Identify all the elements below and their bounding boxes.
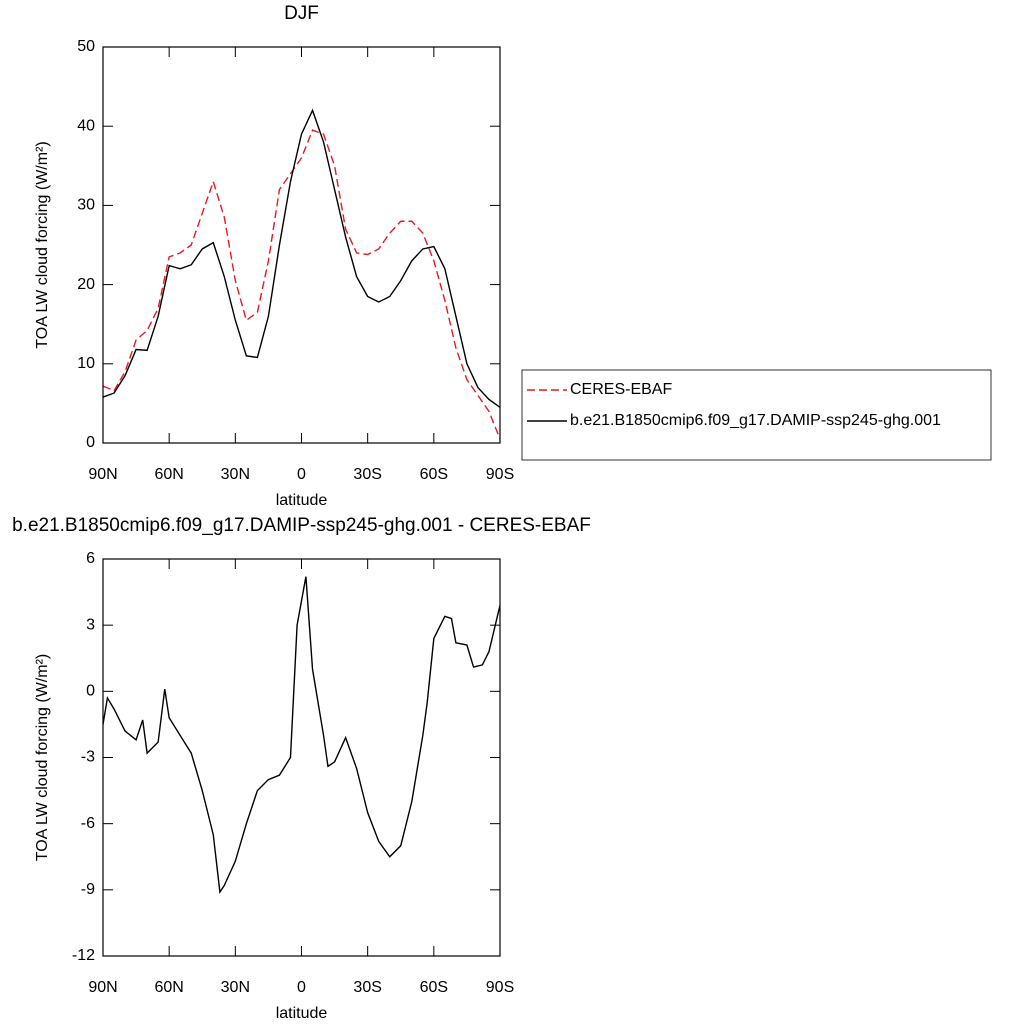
y-tick-label: 6 bbox=[86, 550, 95, 567]
y-tick-label: 0 bbox=[86, 434, 95, 451]
x-tick-label: 60N bbox=[154, 979, 183, 996]
plot-frame bbox=[102, 46, 501, 444]
y-tick-label: -3 bbox=[81, 749, 95, 766]
data-line bbox=[102, 576, 501, 895]
y-tick-label: 10 bbox=[77, 355, 95, 372]
y-tick-label: -12 bbox=[72, 947, 95, 964]
chart-title: b.e21.B1850cmip6.f09_g17.DAMIP-ssp245-gh… bbox=[12, 515, 591, 536]
x-tick-label: 90N bbox=[88, 979, 117, 996]
y-tick-label: 40 bbox=[77, 117, 95, 134]
y-tick-label: 30 bbox=[77, 197, 95, 214]
x-tick-label: 90S bbox=[486, 979, 514, 996]
x-tick-label: 30S bbox=[353, 466, 381, 483]
x-tick-label: 90N bbox=[88, 466, 117, 483]
x-tick-label: 0 bbox=[297, 979, 306, 996]
legend-label: b.e21.B1850cmip6.f09_g17.DAMIP-ssp245-gh… bbox=[570, 412, 941, 429]
x-tick-label: 30N bbox=[221, 466, 250, 483]
data-line bbox=[102, 129, 501, 440]
y-tick-label: 20 bbox=[77, 276, 95, 293]
plot-frame bbox=[102, 558, 501, 957]
y-axis-label: TOA LW cloud forcing (W/m²) bbox=[34, 141, 51, 348]
data-line bbox=[102, 108, 501, 408]
x-tick-label: 30N bbox=[221, 979, 250, 996]
x-tick-label: 90S bbox=[486, 466, 514, 483]
y-axis-label: TOA LW cloud forcing (W/m²) bbox=[34, 654, 51, 861]
x-axis-label: latitude bbox=[276, 492, 328, 509]
y-tick-label: 50 bbox=[77, 38, 95, 55]
legend-label: CERES-EBAF bbox=[570, 381, 672, 398]
y-tick-label: -9 bbox=[81, 881, 95, 898]
x-tick-label: 30S bbox=[353, 979, 381, 996]
x-tick-label: 60S bbox=[420, 466, 448, 483]
x-tick-label: 60N bbox=[154, 466, 183, 483]
y-tick-label: 0 bbox=[86, 683, 95, 700]
y-tick-label: -6 bbox=[81, 815, 95, 832]
x-tick-label: 0 bbox=[297, 466, 306, 483]
legend-box bbox=[521, 369, 992, 461]
chart-title: DJF bbox=[284, 3, 319, 24]
x-tick-label: 60S bbox=[420, 979, 448, 996]
y-tick-label: 3 bbox=[86, 616, 95, 633]
x-axis-label: latitude bbox=[276, 1005, 328, 1022]
